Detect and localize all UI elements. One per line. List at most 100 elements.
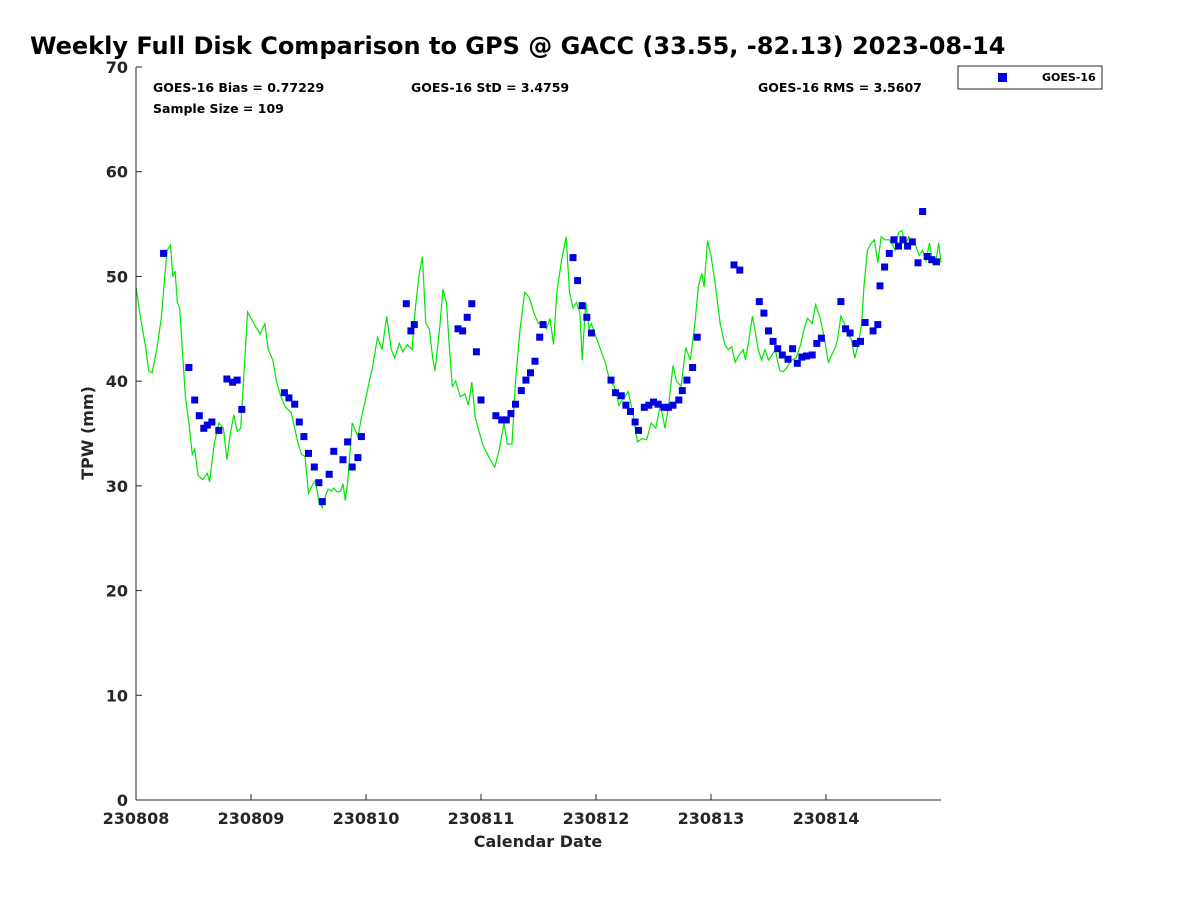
gps-series xyxy=(135,229,942,510)
goes-16-point xyxy=(463,313,471,321)
x-tick-label: 230811 xyxy=(448,809,515,828)
goes-16-point xyxy=(895,242,902,250)
y-tick-label: 20 xyxy=(106,582,128,601)
goes-16-point xyxy=(881,263,889,271)
goes-16-point xyxy=(285,394,293,402)
goes-16-point xyxy=(798,353,806,361)
goes-16-point xyxy=(904,242,912,250)
goes-16-point xyxy=(808,351,816,359)
goes-16-point xyxy=(675,396,683,404)
goes-16-point xyxy=(315,479,323,487)
goes-16-point xyxy=(318,498,326,506)
x-tick-label: 230814 xyxy=(793,809,860,828)
goes-16-point xyxy=(778,351,786,359)
goes-16-point xyxy=(923,253,931,260)
goes-16-point xyxy=(454,325,462,333)
goes-16-point xyxy=(531,357,539,365)
goes-16-point xyxy=(410,321,418,329)
goes-16-point xyxy=(837,298,845,306)
gps-series-line xyxy=(135,229,942,510)
goes-16-point xyxy=(233,376,241,384)
goes-16-point xyxy=(191,396,199,404)
goes-16-point xyxy=(325,470,333,478)
goes-16-point xyxy=(291,400,299,408)
goes-16-point xyxy=(650,398,657,406)
goes-16-point xyxy=(846,329,854,337)
goes-16-point xyxy=(664,403,672,411)
x-tick-label: 230812 xyxy=(563,809,630,828)
goes-16-point xyxy=(914,259,922,267)
goes-16-point xyxy=(683,376,691,384)
x-axis-ticks: 230808 230809 230810 230811 230812 230813 2308… xyxy=(103,794,860,828)
goes-16-point xyxy=(760,309,768,317)
x-tick-label: 230810 xyxy=(333,809,400,828)
goes-16-point xyxy=(899,236,907,244)
goes-16-point xyxy=(468,300,476,308)
goes-16-point xyxy=(472,348,480,356)
legend-marker-goes-16 xyxy=(998,73,1007,82)
x-tick-label: 230813 xyxy=(678,809,745,828)
goes-16-point xyxy=(852,339,860,347)
goes-16-point xyxy=(890,236,898,244)
goes-16-point xyxy=(498,416,506,424)
goes-16-point xyxy=(185,364,193,371)
goes-16-point xyxy=(660,403,668,411)
goes-16-point xyxy=(300,433,308,441)
goes-16-point xyxy=(330,447,338,455)
goes-16-point xyxy=(502,416,510,424)
legend-box xyxy=(957,65,1103,90)
goes-16-point xyxy=(669,401,677,409)
y-tick-label: 30 xyxy=(106,477,128,496)
goes-16-point xyxy=(208,418,216,426)
legend: GOES-16 xyxy=(957,65,1103,90)
std-stat: GOES-16 StD = 3.4759 xyxy=(411,80,569,95)
goes-16-point xyxy=(402,300,410,308)
goes-16-point xyxy=(774,345,782,353)
goes-16-point xyxy=(631,418,639,426)
y-tick-label: 50 xyxy=(106,267,128,286)
goes-16-point xyxy=(583,313,591,321)
x-tick-label: 230808 xyxy=(103,809,170,828)
goes-16-point xyxy=(612,389,619,397)
goes-16-point xyxy=(607,376,615,384)
goes-16-point xyxy=(223,375,231,383)
goes-16-point xyxy=(512,400,519,408)
goes-16-point xyxy=(539,321,547,329)
y-tick-label: 70 xyxy=(106,58,128,77)
plot-area xyxy=(136,67,941,800)
x-axis-label: Calendar Date xyxy=(474,832,603,851)
goes-16-point xyxy=(517,387,525,395)
goes-16-point xyxy=(344,438,352,446)
goes-16-point xyxy=(507,410,515,418)
goes-16-point xyxy=(536,333,544,341)
goes-16-point xyxy=(354,454,362,462)
goes-16-point xyxy=(587,329,595,337)
goes-16-point xyxy=(305,449,312,457)
goes-16-point xyxy=(522,376,530,384)
y-tick-label: 40 xyxy=(106,372,128,391)
goes-16-point xyxy=(280,389,288,397)
goes-16-point xyxy=(736,266,744,274)
goes-16-point xyxy=(876,282,884,290)
goes-16-point xyxy=(678,387,686,395)
goes-16-point xyxy=(861,319,869,326)
goes-16-point xyxy=(769,337,777,345)
goes-16-point xyxy=(813,339,821,347)
goes-16-point xyxy=(569,254,577,262)
goes-16-point xyxy=(203,421,211,429)
chart-title: Weekly Full Disk Comparison to GPS @ GAC… xyxy=(30,32,1006,60)
goes-16-point xyxy=(407,327,415,335)
goes-16-point xyxy=(357,433,365,441)
goes-16-point xyxy=(635,426,642,434)
goes-16-point xyxy=(229,378,237,386)
goes-16-point xyxy=(789,345,797,353)
goes-16-point xyxy=(195,412,203,420)
sample-size-stat: Sample Size = 109 xyxy=(153,101,284,116)
goes-16-point xyxy=(654,400,662,408)
goes-16-point xyxy=(874,321,882,329)
y-axis-ticks: 0 10 20 30 40 50 60 70 xyxy=(106,58,142,810)
bias-stat: GOES-16 Bias = 0.77229 xyxy=(153,80,324,95)
goes-16-point xyxy=(755,298,763,306)
goes-16-point xyxy=(908,238,916,246)
goes-16-point xyxy=(160,249,168,257)
